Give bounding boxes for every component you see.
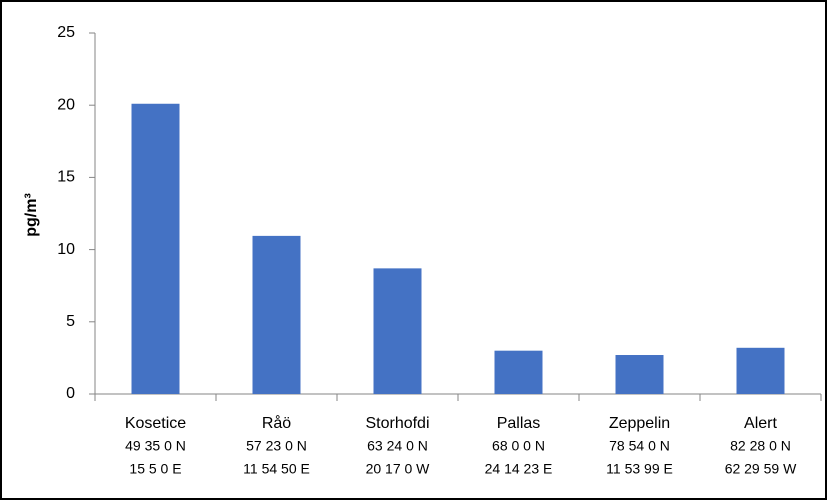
coordinate-label: 63 24 0 N (367, 438, 428, 454)
bar (615, 355, 664, 394)
y-tick-label: 10 (57, 241, 75, 258)
coordinate-label: 82 28 0 N (730, 438, 791, 454)
coordinate-label: 49 35 0 N (125, 438, 186, 454)
x-tick-label: Pallas (497, 415, 541, 432)
x-tick-label: Kosetice (125, 415, 186, 432)
coordinate-label: 62 29 59 W (725, 461, 797, 477)
bar (252, 235, 301, 394)
x-tick-label: Alert (744, 415, 777, 432)
coordinate-label: 68 0 0 N (492, 438, 545, 454)
y-tick-label: 5 (66, 313, 75, 330)
y-tick-label: 0 (66, 385, 75, 402)
x-tick-label: Zeppelin (609, 415, 670, 432)
bar (131, 103, 180, 395)
coordinate-label: 78 54 0 N (609, 438, 670, 454)
coordinate-label: 11 54 50 E (243, 461, 310, 477)
coordinate-label: 20 17 0 W (366, 461, 431, 477)
bar (373, 268, 422, 394)
coordinate-label: 15 5 0 E (129, 461, 181, 477)
coordinate-label: 57 23 0 N (246, 438, 307, 454)
x-tick-label: Råö (262, 414, 291, 432)
coordinate-label: 11 53 99 E (606, 461, 673, 477)
y-tick-label: 25 (57, 24, 75, 41)
bar (494, 350, 543, 394)
y-tick-label: 20 (57, 96, 75, 113)
y-axis-label: pg/m³ (23, 193, 40, 237)
x-tick-label: Storhofdi (365, 415, 429, 432)
bar (736, 347, 785, 394)
y-tick-label: 15 (57, 169, 75, 186)
coordinate-label: 24 14 23 E (485, 461, 553, 477)
